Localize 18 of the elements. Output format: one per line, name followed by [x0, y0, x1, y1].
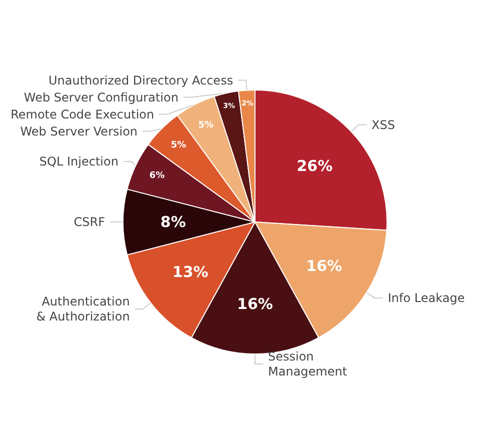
slice-label: XSS — [372, 118, 395, 132]
slice-label: CSRF — [74, 215, 106, 229]
slice-label: Session Management — [268, 350, 348, 378]
data-label: 13% — [172, 263, 208, 282]
slice-label: SQL Injection — [39, 154, 118, 169]
slice-label: Web Server Configuration — [24, 90, 178, 104]
data-label: 16% — [237, 294, 273, 313]
data-label: 16% — [306, 256, 342, 275]
data-label: 26% — [296, 156, 333, 175]
slice-label: Unauthorized Directory Access — [48, 73, 234, 88]
data-label: 5% — [170, 140, 186, 150]
slice-label: Web Server Version — [20, 124, 138, 138]
data-label: 5% — [198, 120, 214, 131]
slice-label: Authentication & Authorization — [36, 294, 130, 324]
data-label: 8% — [160, 213, 186, 231]
data-label: 6% — [149, 170, 165, 181]
slice-label: Remote Code Execution — [10, 107, 154, 122]
slice-label: Info Leakage — [388, 291, 465, 306]
